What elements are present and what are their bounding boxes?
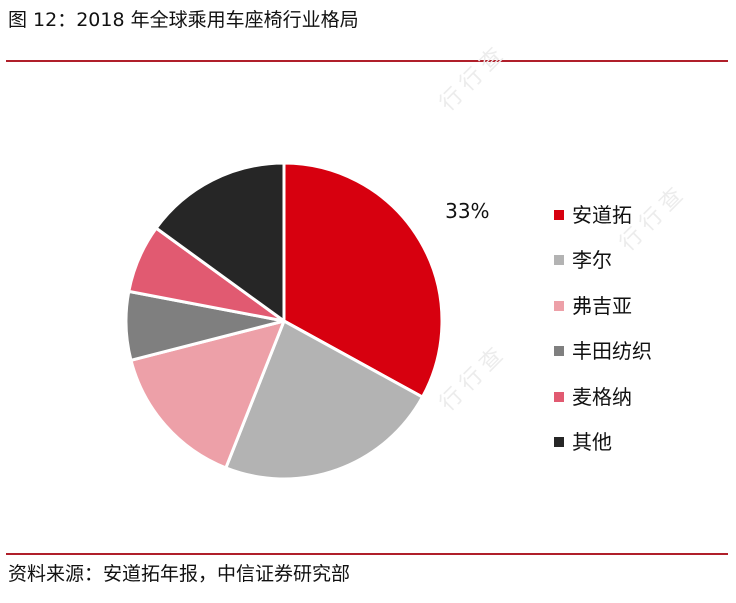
- pie-chart: 33%: [124, 161, 490, 481]
- legend-swatch: [554, 346, 564, 357]
- legend-swatch: [554, 391, 564, 402]
- legend-item: 安道拓: [554, 192, 652, 238]
- legend-swatch: [554, 209, 564, 220]
- legend-label: 丰田纺织: [572, 339, 652, 364]
- legend-item: 麦格纳: [554, 374, 652, 420]
- legend-swatch: [554, 255, 564, 266]
- footer-divider: [6, 553, 728, 555]
- legend-label: 其他: [572, 430, 612, 455]
- pie-slices: [124, 161, 444, 481]
- pie-slice: [282, 161, 444, 399]
- pie-slice: [224, 319, 424, 481]
- legend-label: 弗吉亚: [572, 293, 632, 318]
- legend-item: 丰田纺织: [554, 329, 652, 375]
- pie-data-labels: 33%: [445, 199, 489, 223]
- pie-slice: [154, 161, 286, 323]
- chart-legend: 安道拓李尔弗吉亚丰田纺织麦格纳其他: [554, 192, 652, 465]
- legend-label: 安道拓: [572, 202, 632, 227]
- pie-data-label: 33%: [445, 199, 489, 223]
- legend-label: 麦格纳: [572, 384, 632, 409]
- pie-slice: [129, 319, 286, 470]
- legend-item: 李尔: [554, 238, 652, 284]
- chart-title: 图 12：2018 年全球乘用车座椅行业格局: [8, 9, 359, 31]
- legend-label: 李尔: [572, 248, 612, 273]
- legend-item: 弗吉亚: [554, 283, 652, 329]
- header-divider: [6, 60, 728, 62]
- legend-swatch: [554, 437, 564, 448]
- source-note: 资料来源：安道拓年报，中信证券研究部: [8, 563, 351, 585]
- legend-swatch: [554, 300, 564, 311]
- legend-item: 其他: [554, 420, 652, 466]
